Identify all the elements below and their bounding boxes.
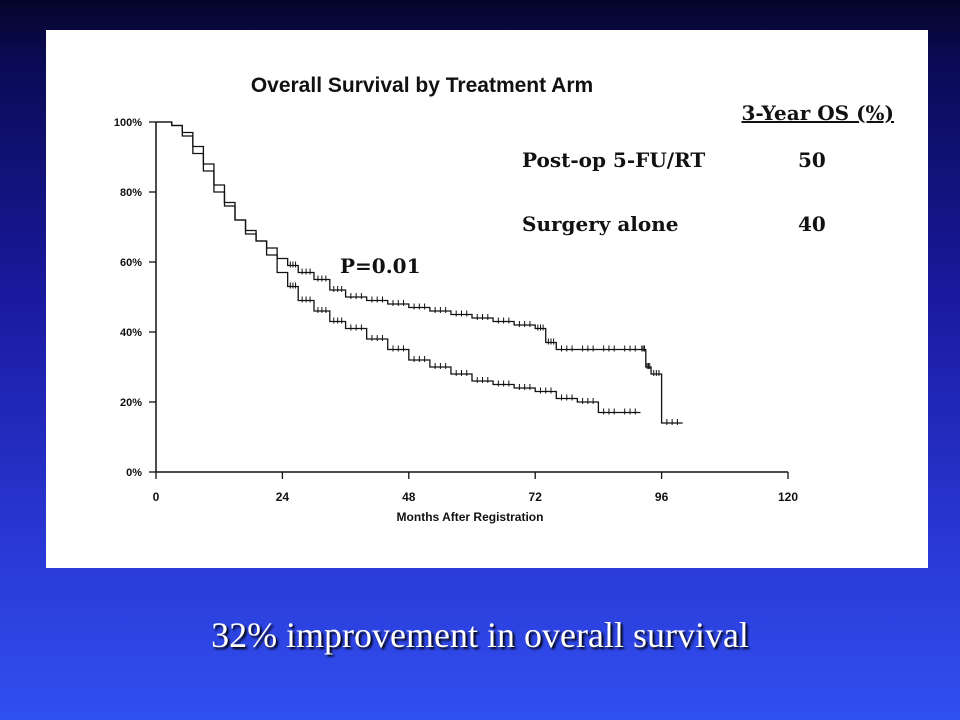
x-tick-label: 0 (153, 490, 160, 504)
p-value-label: P=0.01 (340, 254, 421, 278)
survival-chart: Overall Survival by Treatment Arm 0% 20% 4… (114, 74, 895, 524)
x-tick-label: 24 (276, 490, 290, 504)
x-tick-label: 120 (778, 490, 798, 504)
y-tick-label: 60% (120, 257, 142, 269)
y-tick-label: 40% (120, 327, 142, 339)
x-axis-label: Months After Registration (397, 510, 544, 524)
legend-value-postop: 50 (798, 148, 826, 172)
y-tick-label: 0% (126, 467, 142, 479)
chart-title: Overall Survival by Treatment Arm (251, 74, 593, 97)
legend-value-surgery: 40 (798, 212, 826, 236)
series-line-surgery-alone (156, 121, 641, 414)
y-tick-label: 100% (114, 117, 142, 129)
chart-panel: Overall Survival by Treatment Arm 0% 20% 4… (46, 30, 928, 568)
slide-caption: 32% improvement in overall survival (211, 615, 749, 655)
x-tick-label: 72 (529, 490, 543, 504)
legend-label-postop: Post-op 5-FU/RT (522, 148, 705, 172)
legend-label-surgery: Surgery alone (522, 212, 679, 236)
x-tick-label: 96 (655, 490, 669, 504)
y-tick-label: 20% (120, 397, 142, 409)
os-table-header: 3-Year OS (%) (742, 101, 895, 125)
x-tick-label: 48 (402, 490, 416, 504)
y-tick-label: 80% (120, 187, 142, 199)
